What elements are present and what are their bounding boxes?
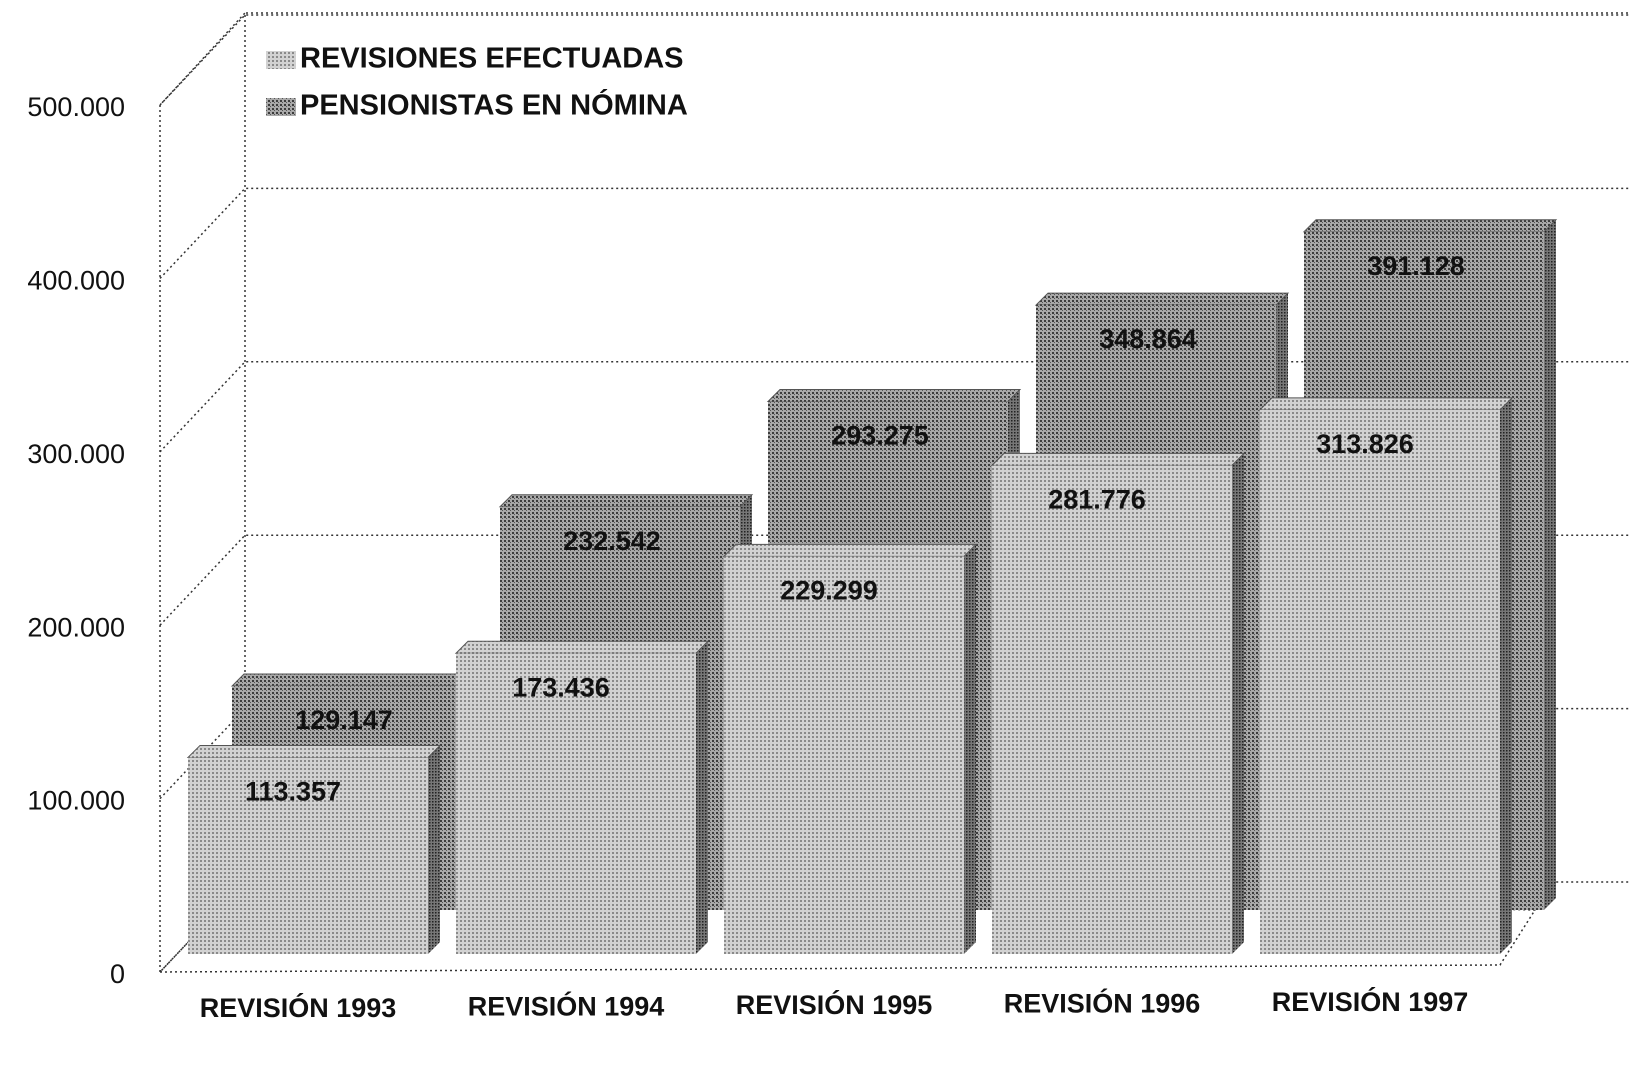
bar-top: [498, 494, 754, 508]
y-tick-label: 200.000: [27, 612, 125, 642]
legend-swatch: [266, 51, 296, 69]
bar: [188, 757, 428, 954]
bar-top: [722, 543, 978, 557]
bar-side: [428, 745, 440, 954]
bar: [1260, 409, 1500, 955]
bar-top: [766, 388, 1022, 402]
value-label: 293.275: [831, 421, 929, 451]
grid-line: [159, 534, 1631, 626]
y-tick-label: 400.000: [27, 266, 125, 296]
grid-line: [159, 187, 1631, 279]
y-tick-label: 300.000: [27, 439, 125, 469]
value-label: 229.299: [780, 576, 878, 606]
value-label: 129.147: [295, 705, 393, 735]
value-label: 348.864: [1099, 324, 1197, 354]
bar-top: [454, 640, 710, 654]
value-label: 113.357: [245, 777, 341, 807]
bar-top: [186, 744, 442, 758]
bar-top: [230, 673, 486, 687]
y-tick-label: 0: [110, 959, 125, 989]
grid-line: [159, 361, 1631, 453]
x-tick-label: REVISIÓN 1994: [468, 991, 665, 1022]
x-tick-label: REVISIÓN 1997: [1272, 986, 1469, 1017]
bar-top: [1302, 219, 1558, 233]
y-tick-label: 100.000: [27, 786, 125, 816]
bar-side: [1544, 219, 1556, 910]
bar-top: [1034, 292, 1290, 306]
x-tick-label: REVISIÓN 1996: [1004, 988, 1201, 1019]
y-tick-label: 500.000: [27, 92, 125, 122]
value-label: 281.776: [1048, 485, 1146, 515]
value-label: 173.436: [512, 672, 610, 702]
bar-side: [696, 641, 708, 954]
value-label: 313.826: [1316, 429, 1414, 459]
legend-swatch: [266, 98, 296, 116]
legend-label: PENSIONISTAS EN NÓMINA: [300, 88, 688, 122]
bar: [724, 556, 964, 954]
bar-side: [1232, 453, 1244, 954]
x-tick-label: REVISIÓN 1995: [736, 989, 933, 1020]
legend-label: REVISIONES EFECTUADAS: [300, 43, 684, 75]
value-label: 232.542: [563, 526, 661, 556]
bar-side: [964, 544, 976, 954]
bar-top: [1258, 397, 1514, 411]
value-label: 391.128: [1367, 251, 1465, 281]
bar-side: [1500, 397, 1512, 955]
bar: [456, 653, 696, 954]
grid-line: [159, 14, 1631, 106]
bar: [992, 465, 1232, 954]
bar-top: [990, 452, 1246, 466]
x-tick-label: REVISIÓN 1993: [200, 992, 397, 1023]
